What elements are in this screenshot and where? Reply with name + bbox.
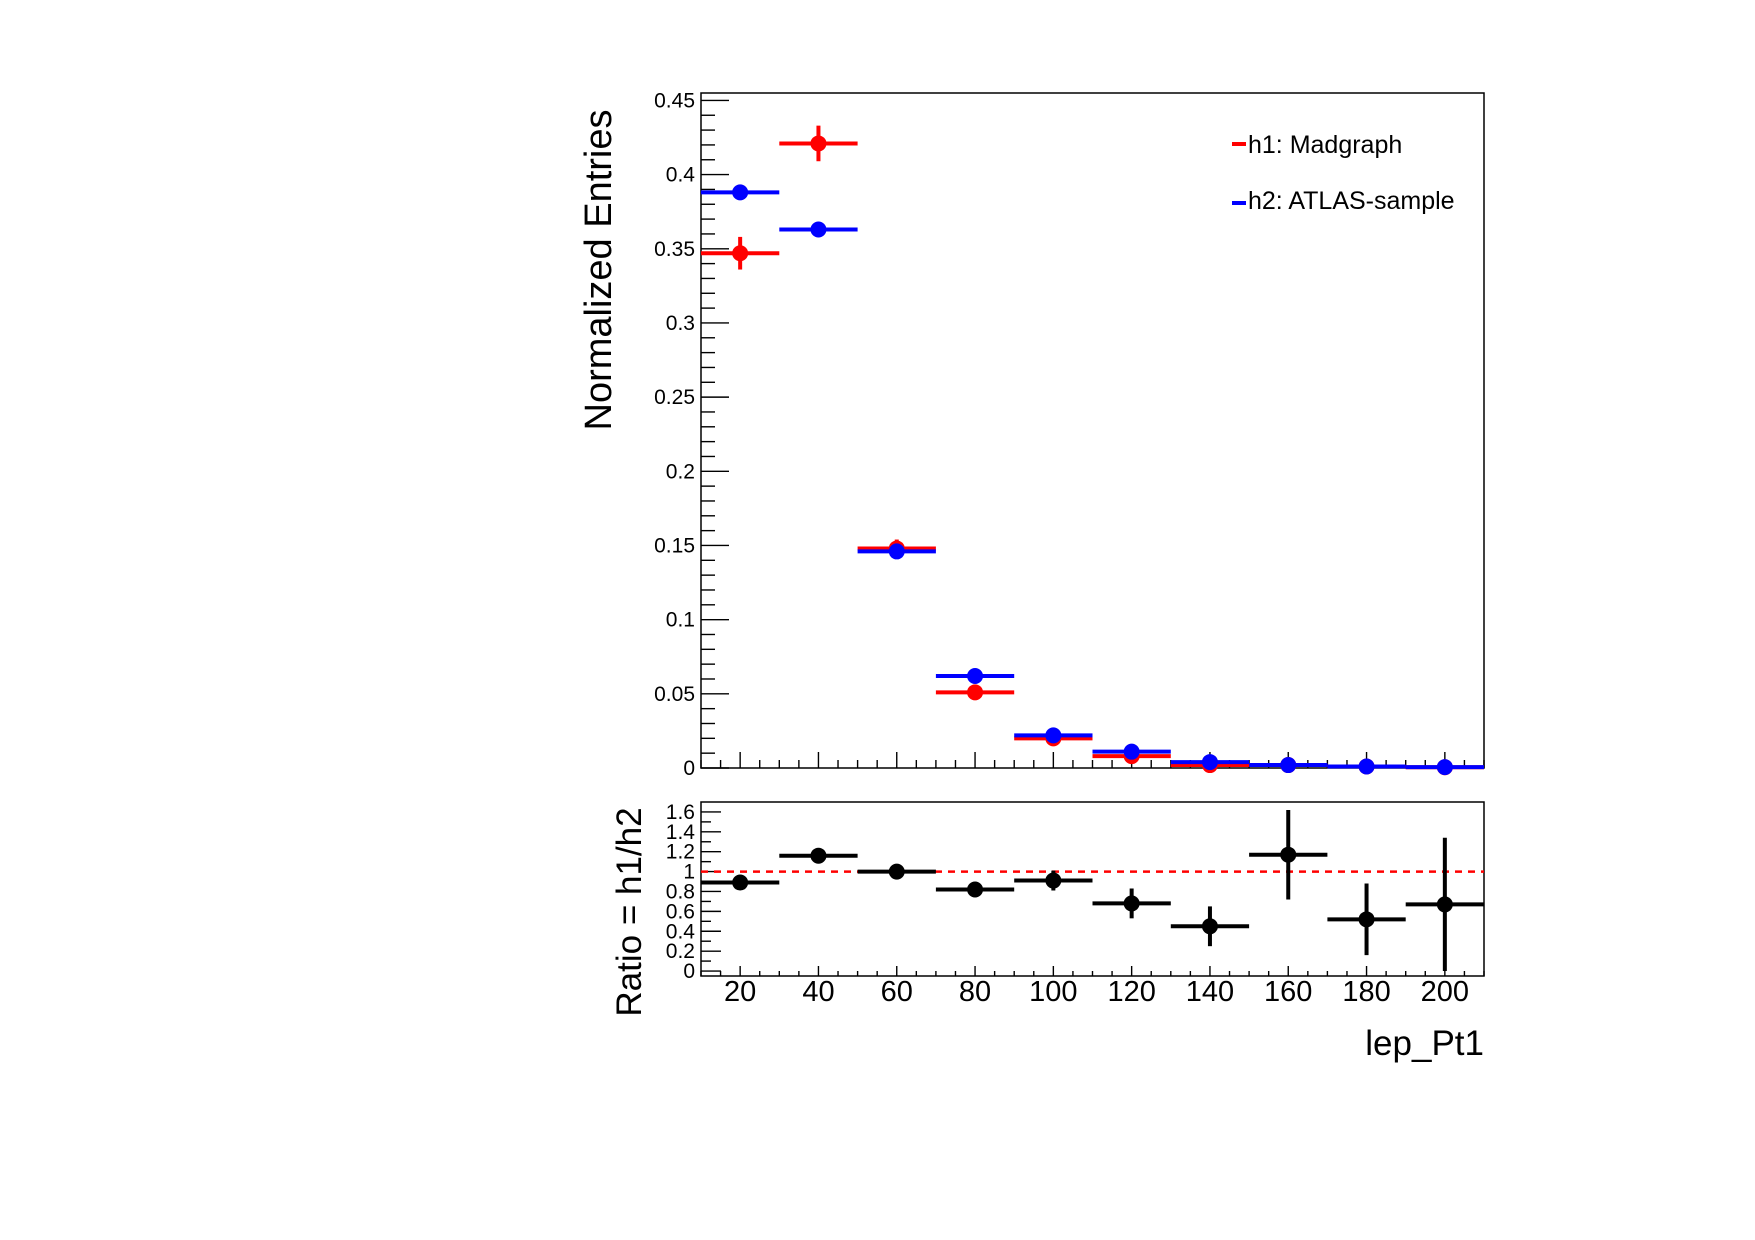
ratio-y-tick-label: 1.4 bbox=[666, 821, 696, 844]
series2-point bbox=[1045, 727, 1062, 744]
x-tick-label: 80 bbox=[959, 976, 991, 1008]
ratio-y-tick-label: 1.2 bbox=[666, 841, 695, 864]
main-y-tick-label: 0.2 bbox=[666, 460, 695, 483]
main-y-tick-label: 0.05 bbox=[654, 683, 695, 706]
series2-point bbox=[1280, 757, 1297, 774]
x-tick-label: 100 bbox=[1029, 976, 1077, 1008]
ratio-y-tick-label: 0.6 bbox=[666, 900, 695, 923]
ratio-point bbox=[1358, 911, 1375, 928]
ratio-y-axis-label: Ratio = h1/h2 bbox=[610, 807, 649, 1016]
series1-point bbox=[810, 135, 827, 152]
ratio-panel: 00.20.40.60.811.21.41.6 20 40 60 80 100 120 14… bbox=[610, 801, 1485, 1063]
ratio-y-tick-label: 0.2 bbox=[666, 940, 695, 963]
ratio-point bbox=[888, 863, 905, 880]
main-y-tick-label: 0.35 bbox=[654, 238, 695, 261]
main-y-tick-label: 0.45 bbox=[654, 89, 695, 112]
x-tick-label: 200 bbox=[1421, 976, 1469, 1008]
x-tick-label: 60 bbox=[881, 976, 913, 1008]
main-y-axis-label: Normalized Entries bbox=[578, 110, 620, 431]
ratio-y-tick-label: 0.8 bbox=[666, 880, 695, 903]
series2-point bbox=[1358, 758, 1375, 775]
series2-point bbox=[732, 184, 749, 201]
main-y-tick-label: 0.15 bbox=[654, 534, 695, 557]
x-tick-label: 40 bbox=[802, 976, 834, 1008]
ratio-y-tick-label: 1.6 bbox=[666, 801, 695, 824]
x-tick-label: 20 bbox=[724, 976, 756, 1008]
series2-point bbox=[810, 221, 827, 238]
main-y-tick-label: 0 bbox=[683, 757, 695, 780]
main-y-tick-label: 0.3 bbox=[666, 312, 695, 335]
ratio-data-marks bbox=[701, 809, 1484, 972]
ratio-y-tick-label: 0 bbox=[683, 960, 695, 983]
main-panel: 0 0.05 0.1 0.15 0.2 0.25 0.3 0.35 0.4 0.45 Normal… bbox=[578, 89, 1485, 780]
x-tick-label: 160 bbox=[1264, 976, 1312, 1008]
legend-label-h2: h2: ATLAS-sample bbox=[1248, 187, 1455, 215]
ratio-x-ticks: 20 40 60 80 100 120 140 160 180 200 bbox=[700, 966, 1485, 1008]
series2-point bbox=[888, 543, 905, 560]
series2-point bbox=[1436, 759, 1453, 776]
ratio-point bbox=[967, 881, 984, 898]
ratio-y-ticks: 00.20.40.60.811.21.41.6 bbox=[666, 801, 721, 983]
ratio-point bbox=[1123, 895, 1140, 912]
series2-point bbox=[1201, 754, 1218, 771]
ratio-point bbox=[810, 847, 827, 864]
ratio-point bbox=[1280, 846, 1297, 863]
x-tick-label: 140 bbox=[1186, 976, 1234, 1008]
main-data-marks bbox=[701, 125, 1484, 776]
x-tick-label: 120 bbox=[1107, 976, 1155, 1008]
ratio-point bbox=[1045, 872, 1062, 889]
ratio-point bbox=[732, 874, 749, 891]
ratio-y-tick-label: 0.4 bbox=[666, 920, 696, 943]
main-y-tick-label: 0.4 bbox=[666, 164, 696, 187]
series1-point bbox=[967, 684, 984, 701]
series2-point bbox=[1123, 743, 1140, 760]
main-y-tick-label: 0.25 bbox=[654, 386, 695, 409]
series1-point bbox=[732, 245, 749, 262]
ratio-point bbox=[1436, 896, 1453, 913]
main-y-tick-label: 0.1 bbox=[666, 609, 695, 632]
legend-label-h1: h1: Madgraph bbox=[1248, 131, 1402, 159]
legend: h1: Madgraph h2: ATLAS-sample bbox=[1232, 131, 1455, 215]
x-tick-label: 180 bbox=[1342, 976, 1390, 1008]
series2-point bbox=[967, 668, 984, 685]
ratio-y-tick-label: 1 bbox=[683, 861, 695, 884]
main-y-ticks: 0 0.05 0.1 0.15 0.2 0.25 0.3 0.35 0.4 0.45 bbox=[654, 89, 729, 780]
x-axis-label: lep_Pt1 bbox=[1365, 1024, 1484, 1063]
ratio-point bbox=[1201, 918, 1218, 935]
